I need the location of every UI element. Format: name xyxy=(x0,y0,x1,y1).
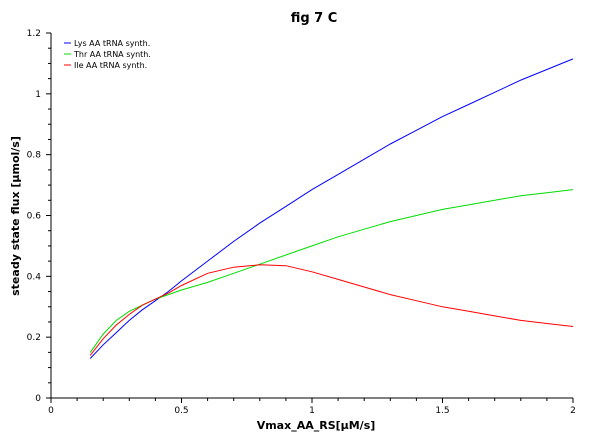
series-line-3 xyxy=(89,264,574,356)
y-tick-label: 0.8 xyxy=(27,151,42,161)
y-tick-label: 0.2 xyxy=(27,333,41,343)
y-tick-label: 0.6 xyxy=(27,212,42,222)
series-line-2 xyxy=(89,189,574,353)
y-tick-label: 0.4 xyxy=(27,272,42,282)
legend: Lys AA tRNA synth. Thr AA tRNA synth. Ile … xyxy=(64,39,151,70)
y-tick-label: 1.2 xyxy=(27,29,41,39)
x-tick-label: 1 xyxy=(309,406,315,416)
x-tick-label: 0.5 xyxy=(174,406,188,416)
chart-title: fig 7 C xyxy=(291,11,338,26)
plot-area xyxy=(89,58,574,359)
legend-label-2: Thr AA tRNA synth. xyxy=(73,50,151,59)
x-axis-label: Vmax_AA_RS[µM/s] xyxy=(257,419,376,432)
y-tick-label: 1 xyxy=(35,90,41,100)
series-line-1 xyxy=(89,58,574,359)
y-axis-label: steady state flux [µmol/s] xyxy=(9,136,22,296)
x-tick-label: 2 xyxy=(570,406,576,416)
legend-label-1: Lys AA tRNA synth. xyxy=(74,39,150,48)
x-tick-label: 0 xyxy=(48,406,54,416)
axes: 0 0.2 0.4 0.6 0.8 1 1.2 0 0.5 1 1.5 2 xyxy=(27,29,576,416)
y-tick-label: 0 xyxy=(35,394,41,404)
legend-label-3: Ile AA tRNA synth. xyxy=(74,61,147,70)
x-tick-label: 1.5 xyxy=(435,406,449,416)
